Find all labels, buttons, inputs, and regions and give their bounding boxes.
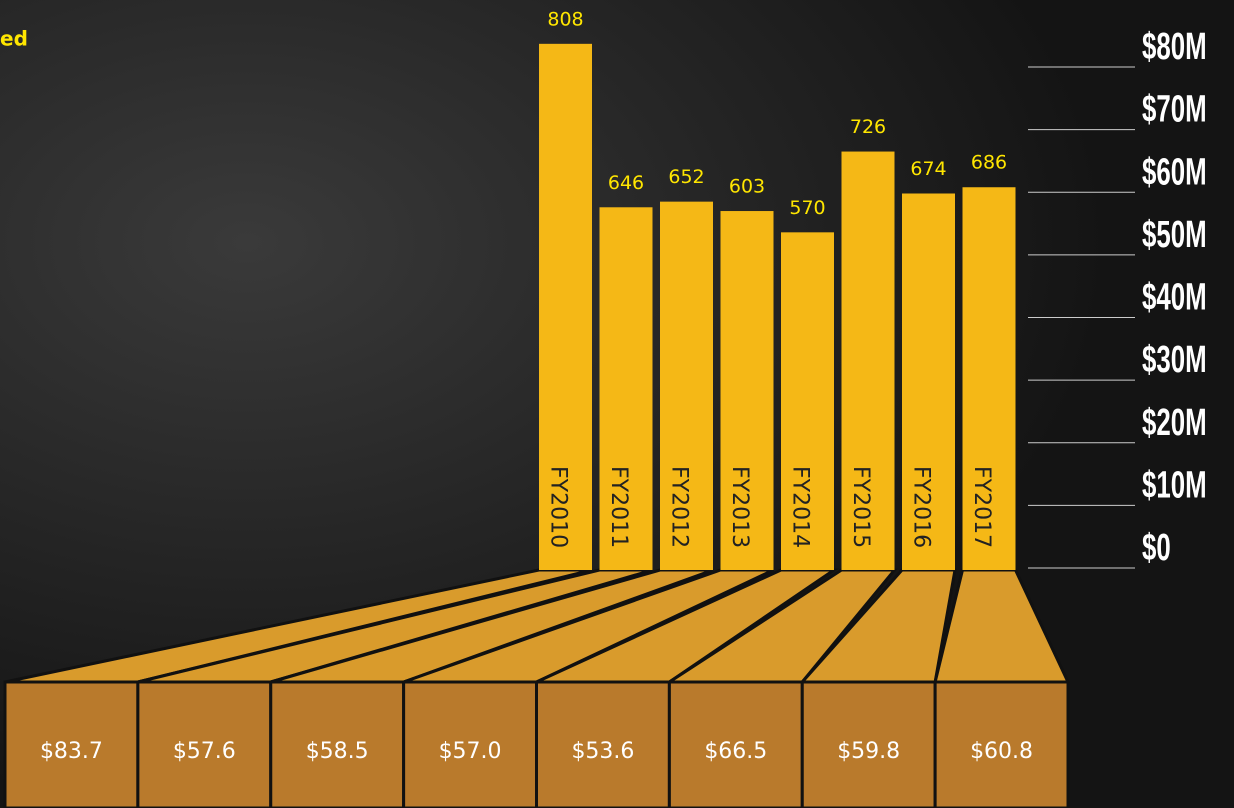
chart: ed $0 $10M $20M $30M $40M $50M $60M $70M $80M $83…: [0, 0, 1234, 808]
count-label: 603: [729, 176, 765, 198]
count-label: 674: [910, 158, 946, 180]
value-label: $83.7: [40, 739, 103, 764]
count-label: 686: [971, 152, 1007, 174]
x-tick-label: FY2014: [788, 466, 813, 548]
x-tick-label: FY2016: [909, 466, 934, 548]
x-tick-label: FY2010: [546, 466, 571, 548]
count-label: 570: [789, 197, 825, 219]
x-tick-label: FY2017: [969, 466, 994, 548]
value-label: $58.5: [306, 739, 369, 764]
x-tick-label: FY2011: [606, 466, 631, 548]
y-tick-label: $80M: [1142, 25, 1207, 67]
y-tick-label: $50M: [1142, 213, 1207, 255]
y-tick-label: $60M: [1142, 150, 1207, 192]
y-tick-label: $0: [1142, 526, 1171, 568]
value-label: $57.0: [439, 739, 502, 764]
page: ed $0 $10M $20M $30M $40M $50M $60M $70M $80M $83…: [0, 0, 1234, 808]
y-tick-label: $20M: [1142, 401, 1207, 443]
x-tick-label: FY2013: [727, 466, 752, 548]
y-tick-label: $40M: [1142, 276, 1207, 318]
value-label: $57.6: [173, 739, 236, 764]
value-label: $60.8: [970, 739, 1033, 764]
value-label: $53.6: [571, 739, 634, 764]
count-label: 652: [668, 166, 704, 188]
value-label: $59.8: [837, 739, 900, 764]
count-label: 808: [547, 8, 583, 30]
y-tick-label: $30M: [1142, 338, 1207, 380]
y-tick-label: $70M: [1142, 88, 1207, 130]
count-label: 646: [608, 172, 644, 194]
count-label: 726: [850, 116, 886, 138]
y-tick-label: $10M: [1142, 463, 1207, 505]
x-tick-label: FY2012: [667, 466, 692, 548]
value-label: $66.5: [704, 739, 767, 764]
x-tick-label: FY2015: [848, 466, 873, 548]
title-fragment: ed: [0, 27, 28, 51]
